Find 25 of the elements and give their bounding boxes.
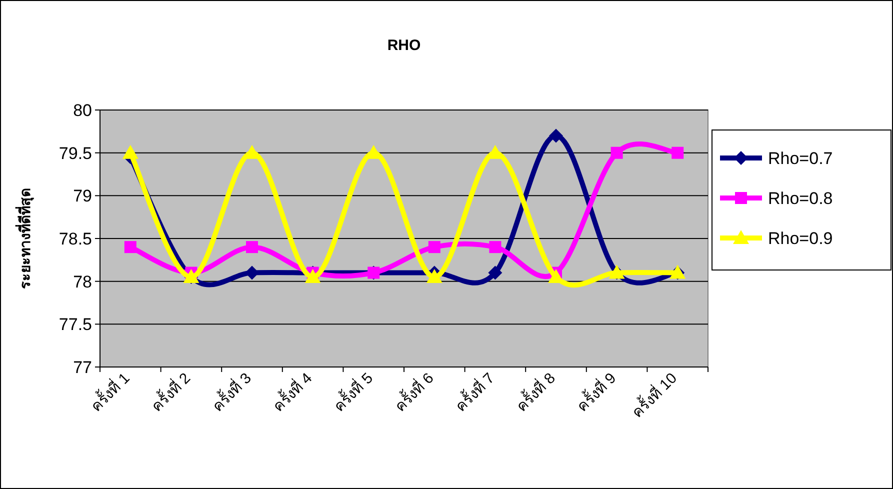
chart-title: RHO (387, 37, 421, 54)
point (246, 241, 258, 254)
point (124, 241, 136, 254)
point (245, 266, 259, 280)
y-axis-title: ระยะทางที่ดีที่สุด (15, 188, 34, 289)
point (489, 241, 502, 254)
legend-label: Rho=0.8 (768, 189, 833, 208)
y-tick-label: 78 (73, 272, 92, 292)
point (122, 144, 138, 159)
y-tick-label: 77.5 (58, 315, 92, 334)
y-tick-label: 78.5 (58, 230, 92, 248)
y-tick-label: 79.5 (58, 144, 92, 163)
point (610, 146, 623, 159)
legend-label: Rho=0.7 (768, 149, 833, 168)
point (428, 241, 440, 254)
y-tick-label: 77 (73, 358, 92, 377)
point (304, 269, 321, 284)
point (672, 146, 684, 159)
y-tick-label: 79 (73, 186, 92, 206)
point (548, 269, 564, 284)
point (488, 266, 502, 280)
y-tick-label: 80 (73, 101, 92, 120)
point (426, 269, 442, 284)
point (549, 128, 563, 143)
legend-label: Rho=0.9 (768, 229, 833, 248)
